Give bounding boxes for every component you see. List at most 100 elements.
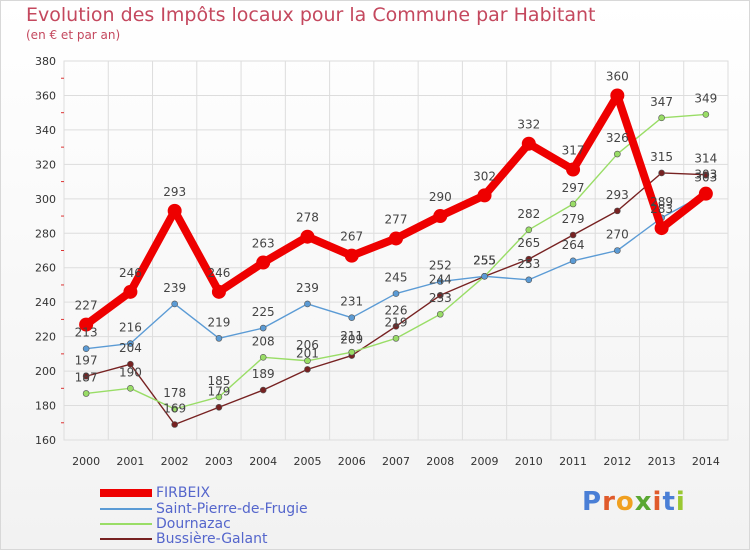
series-layer — [79, 88, 713, 428]
data-label: 255 — [473, 253, 496, 267]
x-tick-label: 2011 — [559, 455, 587, 468]
legend-label: Bussière-Galant — [156, 531, 268, 547]
data-label: 289 — [650, 195, 673, 209]
data-label: 302 — [473, 169, 496, 183]
data-point — [123, 284, 138, 299]
data-label: 360 — [606, 69, 629, 83]
data-label: 349 — [694, 91, 717, 105]
data-point — [304, 357, 311, 365]
legend-swatch — [100, 523, 152, 525]
y-tick-label: 360 — [35, 89, 56, 102]
logo-letter: i — [652, 487, 663, 517]
data-point — [658, 114, 665, 122]
data-label: 263 — [252, 237, 275, 251]
data-point — [256, 255, 271, 270]
data-label: 206 — [296, 338, 319, 352]
y-tick-label: 160 — [35, 434, 56, 447]
chart-title: Evolution des Impôts locaux pour la Comm… — [26, 4, 596, 26]
logo-letter: r — [602, 487, 616, 517]
data-label: 317 — [562, 144, 585, 158]
x-tick-label: 2002 — [161, 455, 189, 468]
legend-swatch — [100, 508, 152, 510]
data-point — [614, 207, 621, 215]
data-label: 208 — [252, 334, 275, 348]
data-label: 246 — [207, 266, 230, 280]
data-point — [525, 255, 533, 263]
data-label: 283 — [650, 202, 673, 216]
y-tick-label: 280 — [35, 227, 56, 240]
data-label: 279 — [562, 212, 585, 226]
data-point — [658, 169, 665, 177]
data-label: 178 — [163, 386, 186, 400]
data-point — [436, 291, 444, 299]
data-label: 213 — [75, 326, 98, 340]
y-tick-label: 220 — [35, 331, 56, 344]
data-point — [171, 300, 178, 308]
data-label: 219 — [207, 315, 230, 329]
data-point — [569, 257, 577, 265]
data-label: 303 — [694, 171, 717, 185]
data-label: 239 — [296, 281, 319, 295]
data-point — [521, 136, 536, 151]
data-label: 244 — [429, 272, 452, 286]
data-label: 293 — [163, 185, 186, 199]
data-label: 297 — [562, 181, 585, 195]
data-label: 211 — [340, 329, 363, 343]
data-point — [259, 354, 267, 361]
data-label: 231 — [340, 295, 363, 309]
y-tick-label: 380 — [35, 55, 56, 68]
x-tick-label: 2013 — [648, 455, 676, 468]
data-point — [300, 229, 315, 244]
x-tick-label: 2001 — [116, 455, 144, 468]
data-point — [127, 385, 134, 392]
data-label: 264 — [562, 238, 585, 252]
chart-subtitle: (en € et par an) — [26, 28, 121, 42]
x-axis: 2000 2001 2002 2003 2004 2005 2006 2007 2008 2009… — [72, 455, 720, 468]
data-label: 209 — [340, 333, 363, 347]
data-point — [436, 278, 444, 285]
legend-swatch — [100, 489, 152, 497]
data-point — [348, 314, 356, 321]
data-point — [392, 335, 400, 342]
data-label: 190 — [119, 365, 142, 379]
logo-letter: t — [662, 487, 676, 517]
legend-label: FIRBEIX — [156, 485, 211, 501]
data-label: 326 — [606, 131, 629, 145]
data-point — [392, 290, 400, 297]
data-point — [654, 221, 669, 236]
y-tick-label: 200 — [35, 365, 56, 378]
data-point — [433, 209, 448, 224]
data-point — [702, 111, 710, 118]
data-label: 265 — [517, 236, 540, 250]
data-label: 332 — [517, 118, 540, 132]
data-label: 179 — [207, 384, 230, 398]
data-point — [477, 188, 492, 203]
data-point — [215, 335, 223, 342]
legend-label: Dournazac — [156, 516, 231, 532]
logo-letter: o — [615, 487, 635, 517]
data-point — [259, 386, 267, 394]
data-label: 303 — [694, 168, 717, 182]
data-point — [392, 322, 400, 330]
data-label: 255 — [473, 253, 496, 267]
data-label: 246 — [119, 266, 142, 280]
y-tick-label: 180 — [35, 400, 56, 413]
data-point — [569, 200, 577, 208]
data-point — [389, 231, 403, 246]
data-label: 347 — [650, 95, 673, 109]
data-point — [610, 88, 625, 103]
data-point — [304, 366, 311, 373]
data-point — [79, 317, 94, 332]
data-point — [614, 247, 621, 254]
logo-letter: x — [634, 487, 653, 517]
y-tick-label: 240 — [35, 296, 56, 309]
logo-letter: P — [582, 487, 603, 517]
x-tick-label: 2006 — [338, 455, 366, 468]
data-point — [525, 276, 533, 284]
data-label: 187 — [75, 370, 98, 384]
data-label: 226 — [385, 303, 408, 317]
data-label: 239 — [163, 281, 186, 295]
data-point — [348, 348, 356, 356]
data-point — [167, 203, 182, 218]
